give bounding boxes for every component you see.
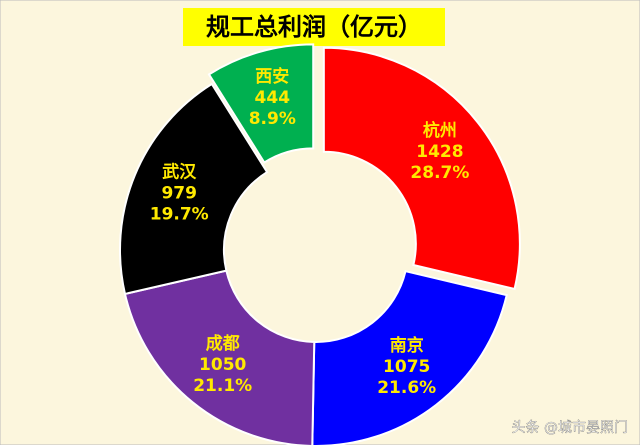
slice — [207, 43, 315, 164]
slice-category: 武汉 — [162, 161, 197, 182]
slice-percent: 8.9% — [249, 109, 296, 129]
slice-value: 1428 — [416, 142, 463, 162]
slice — [119, 82, 269, 296]
slice — [311, 269, 508, 445]
slice-category: 杭州 — [423, 120, 457, 141]
slice-value: 1050 — [199, 355, 246, 375]
slice-value: 1075 — [383, 357, 430, 377]
slice-percent: 21.6% — [377, 378, 436, 398]
footer: 头条 @城市晏照门 — [512, 419, 628, 436]
slice-category: 南京 — [390, 335, 424, 356]
slice — [123, 269, 316, 445]
slice-category: 成都 — [206, 333, 240, 354]
chart-title: 规工总利润（亿元） — [206, 13, 422, 41]
slice-category: 西安 — [255, 66, 289, 87]
slice-percent: 28.7% — [410, 163, 469, 183]
slice-value: 979 — [161, 183, 197, 203]
title-box — [183, 8, 445, 46]
slice-percent: 19.7% — [150, 204, 209, 224]
slice-percent: 21.1% — [193, 376, 252, 396]
slice — [322, 46, 521, 291]
slice-value: 444 — [255, 88, 291, 108]
